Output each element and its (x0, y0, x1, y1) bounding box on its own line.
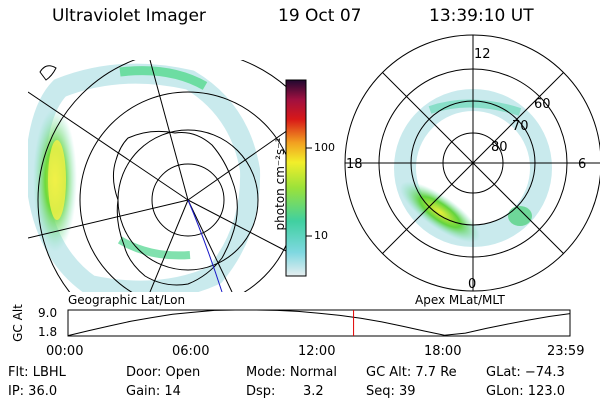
chart-xtick-2: 12:00 (298, 344, 336, 359)
chart-ylabel: GC Alt (11, 304, 25, 342)
status-gain: Gain: 14 (126, 384, 181, 399)
chart-frame (67, 309, 571, 337)
lat-label-60: 60 (534, 97, 551, 112)
lat-label-80: 80 (491, 140, 508, 155)
instrument-title: Ultraviolet Imager (52, 6, 206, 26)
mlt-label-0: 0 (468, 277, 477, 292)
status-mode: Mode: Normal (246, 365, 337, 380)
colorbar-gradient (285, 79, 307, 277)
time-label: 13:39:10 UT (429, 6, 534, 26)
auroral-bright-patch-right (399, 181, 481, 243)
chart-xtick-3: 18:00 (424, 344, 462, 359)
mlt-label-12: 12 (474, 47, 491, 62)
status-glat: GLat: −74.3 (486, 365, 565, 380)
chart-xtick-4: 23:59 (547, 344, 585, 359)
lat-label-70: 70 (512, 119, 529, 134)
continent-outline (112, 130, 238, 286)
status-filter: Flt: LBHL (8, 365, 66, 380)
chart-ytick-top: 9.0 (38, 306, 58, 320)
status-dsp-label: Dsp: (246, 384, 276, 399)
status-dsp-value: 3.2 (303, 384, 324, 399)
chart-xtick-1: 06:00 (172, 344, 210, 359)
chart-ytick-bottom: 1.8 (38, 325, 58, 339)
colorbar-tick-10: 10 (314, 229, 328, 242)
status-gc-alt: GC Alt: 7.7 Re (366, 365, 457, 380)
status-ip: IP: 36.0 (8, 384, 58, 399)
status-glon: GLon: 123.0 (486, 384, 566, 399)
mlt-label-18: 18 (346, 157, 363, 172)
status-door: Door: Open (126, 365, 201, 380)
chart-xtick-0: 00:00 (46, 344, 84, 359)
magnetic-map-title: Apex MLat/MLT (415, 293, 505, 307)
altitude-series-line-0 (67, 309, 571, 337)
geographic-map-title: Geographic Lat/Lon (68, 293, 186, 307)
status-seq: Seq: 39 (366, 384, 416, 399)
colorbar-tick-100: 100 (314, 141, 335, 154)
date-label: 19 Oct 07 (278, 6, 362, 26)
mlt-label-6: 6 (578, 157, 587, 172)
